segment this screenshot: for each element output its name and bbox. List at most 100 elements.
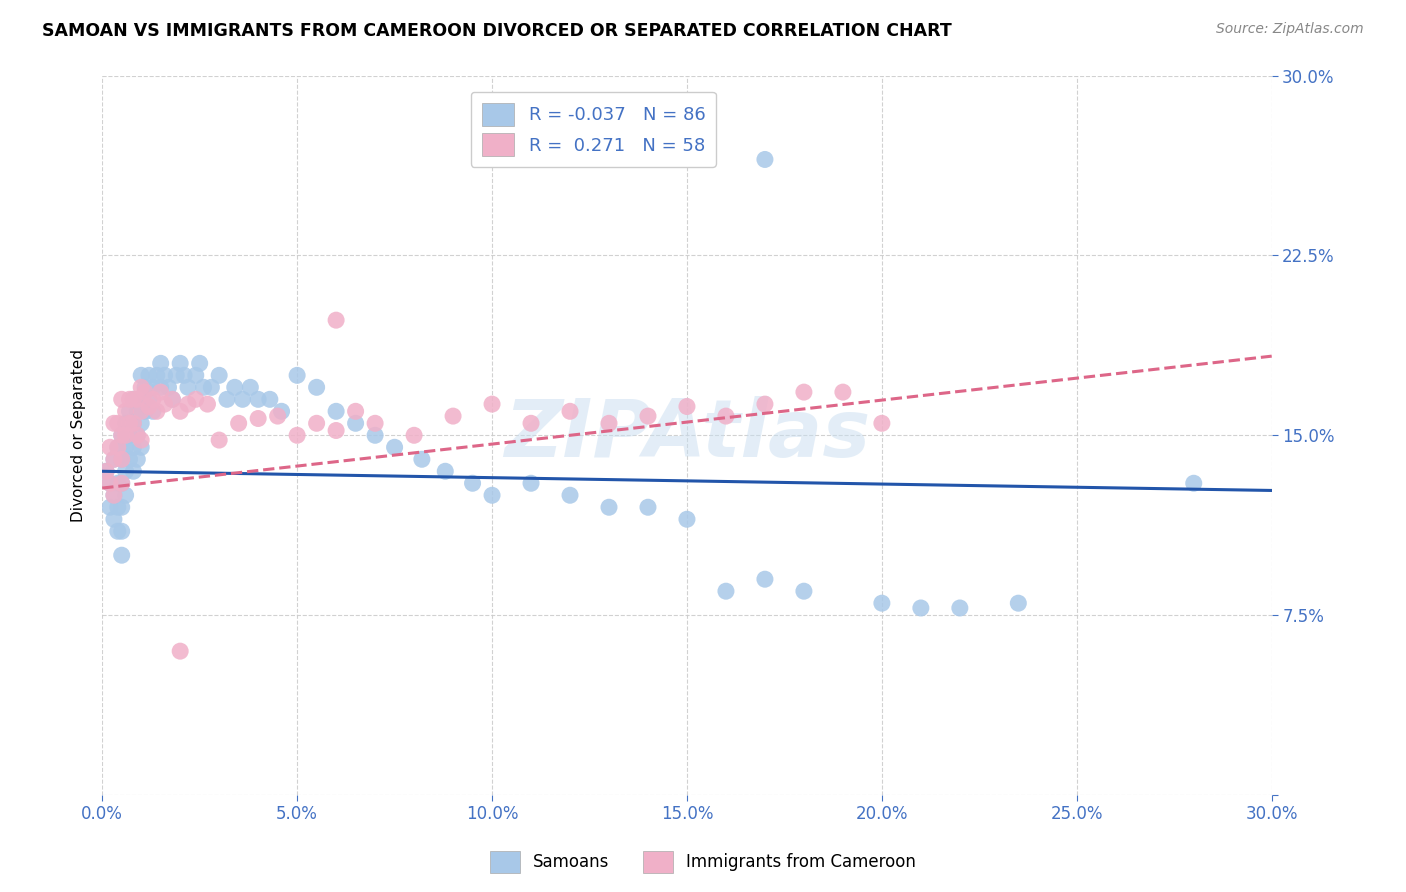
Point bbox=[103, 512, 125, 526]
Point bbox=[188, 356, 211, 370]
Point bbox=[364, 428, 387, 442]
Point bbox=[114, 440, 136, 454]
Point bbox=[129, 392, 152, 407]
Point bbox=[111, 428, 134, 442]
Point bbox=[162, 392, 184, 407]
Point bbox=[162, 392, 184, 407]
Point bbox=[122, 464, 145, 478]
Point bbox=[146, 368, 169, 383]
Point bbox=[127, 404, 149, 418]
Point bbox=[107, 524, 129, 539]
Point bbox=[142, 404, 165, 418]
Point bbox=[127, 428, 149, 442]
Point bbox=[111, 524, 134, 539]
Point bbox=[676, 512, 699, 526]
Point bbox=[832, 385, 855, 400]
Point bbox=[637, 409, 659, 423]
Point bbox=[870, 417, 893, 431]
Point bbox=[127, 428, 149, 442]
Point bbox=[208, 433, 231, 447]
Point bbox=[94, 464, 117, 478]
Point bbox=[122, 392, 145, 407]
Point bbox=[118, 452, 141, 467]
Point bbox=[434, 464, 457, 478]
Point bbox=[305, 417, 328, 431]
Point bbox=[111, 476, 134, 491]
Point bbox=[103, 417, 125, 431]
Point bbox=[232, 392, 254, 407]
Point bbox=[1007, 596, 1029, 610]
Point bbox=[103, 452, 125, 467]
Point bbox=[103, 488, 125, 502]
Point bbox=[129, 380, 152, 394]
Point bbox=[411, 452, 433, 467]
Point bbox=[285, 428, 308, 442]
Point bbox=[910, 601, 932, 615]
Point bbox=[118, 392, 141, 407]
Point bbox=[103, 452, 125, 467]
Point bbox=[441, 409, 464, 423]
Point bbox=[129, 404, 152, 418]
Point bbox=[714, 409, 737, 423]
Point bbox=[118, 428, 141, 442]
Point bbox=[714, 584, 737, 599]
Point bbox=[111, 476, 134, 491]
Point bbox=[754, 397, 776, 411]
Legend: R = -0.037   N = 86, R =  0.271   N = 58: R = -0.037 N = 86, R = 0.271 N = 58 bbox=[471, 92, 716, 167]
Point bbox=[754, 153, 776, 167]
Point bbox=[325, 313, 347, 327]
Point bbox=[129, 440, 152, 454]
Point bbox=[138, 392, 160, 407]
Point bbox=[558, 488, 581, 502]
Point bbox=[94, 464, 117, 478]
Point bbox=[305, 380, 328, 394]
Point bbox=[153, 397, 176, 411]
Y-axis label: Divorced or Separated: Divorced or Separated bbox=[72, 349, 86, 522]
Point bbox=[384, 440, 406, 454]
Point bbox=[270, 404, 292, 418]
Point bbox=[285, 368, 308, 383]
Point bbox=[344, 404, 367, 418]
Point bbox=[461, 476, 484, 491]
Point bbox=[146, 404, 169, 418]
Point bbox=[364, 417, 387, 431]
Point bbox=[153, 368, 176, 383]
Point bbox=[122, 392, 145, 407]
Point bbox=[129, 433, 152, 447]
Point bbox=[114, 404, 136, 418]
Point bbox=[127, 392, 149, 407]
Point bbox=[177, 397, 200, 411]
Point bbox=[224, 380, 246, 394]
Point bbox=[266, 409, 288, 423]
Point bbox=[129, 368, 152, 383]
Point bbox=[98, 476, 121, 491]
Point bbox=[197, 397, 219, 411]
Point bbox=[208, 368, 231, 383]
Point bbox=[200, 380, 222, 394]
Point bbox=[114, 488, 136, 502]
Point bbox=[259, 392, 281, 407]
Point bbox=[169, 644, 191, 658]
Point bbox=[754, 572, 776, 586]
Point bbox=[676, 400, 699, 414]
Point bbox=[228, 417, 250, 431]
Point bbox=[481, 397, 503, 411]
Point bbox=[520, 476, 543, 491]
Point bbox=[111, 452, 134, 467]
Point bbox=[193, 380, 215, 394]
Point bbox=[184, 392, 207, 407]
Point bbox=[118, 404, 141, 418]
Point bbox=[122, 417, 145, 431]
Point bbox=[247, 411, 270, 425]
Point bbox=[149, 356, 172, 370]
Point bbox=[134, 385, 156, 400]
Point bbox=[184, 368, 207, 383]
Point bbox=[111, 500, 134, 515]
Point bbox=[107, 500, 129, 515]
Point bbox=[157, 380, 180, 394]
Point bbox=[107, 440, 129, 454]
Point bbox=[949, 601, 972, 615]
Point bbox=[129, 417, 152, 431]
Point bbox=[169, 404, 191, 418]
Point bbox=[404, 428, 426, 442]
